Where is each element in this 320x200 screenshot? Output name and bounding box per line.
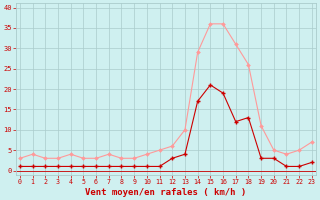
X-axis label: Vent moyen/en rafales ( km/h ): Vent moyen/en rafales ( km/h ) <box>85 188 246 197</box>
